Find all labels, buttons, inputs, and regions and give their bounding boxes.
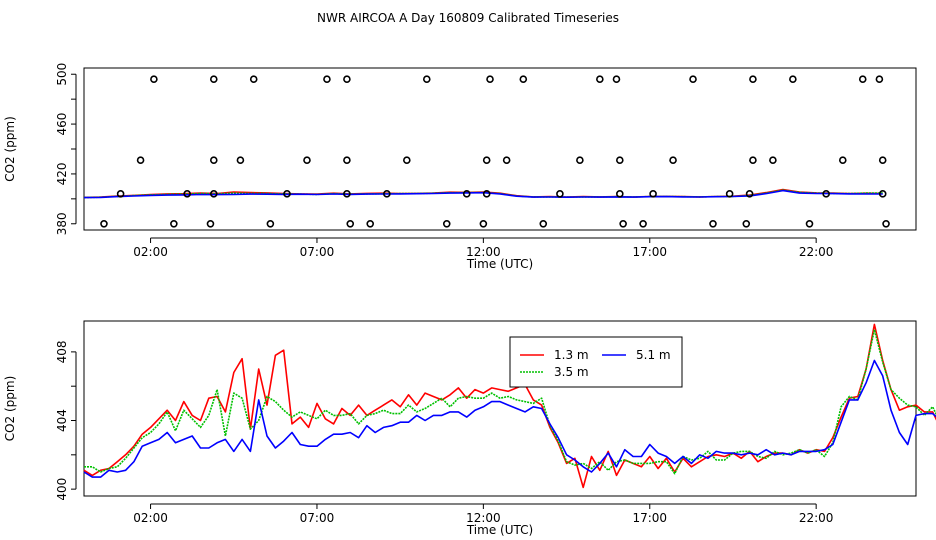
top-flag-point: [100, 219, 108, 228]
bottom-x-tick-label: 12:00: [466, 511, 501, 525]
bottom-x-tick-label: 22:00: [799, 511, 834, 525]
bottom-series-line-5-1-m: [83, 359, 936, 478]
top-flag-point: [343, 75, 351, 84]
bottom-x-tick-label: 17:00: [632, 511, 667, 525]
top-flag-point: [875, 75, 884, 84]
top-flag-point: [183, 190, 191, 198]
top-flag-point: [502, 156, 511, 165]
top-flag-point: [422, 75, 431, 84]
top-flag-point: [403, 156, 411, 165]
legend-label-3-5-m: 3.5 m: [554, 365, 589, 379]
bottom-x-tick-label: 02:00: [133, 511, 168, 525]
legend: 1.3 m 5.1 m 3.5 m: [509, 336, 683, 388]
top-x-tick-label: 07:00: [300, 245, 335, 259]
bottom-y-tick-label: 408: [55, 340, 69, 363]
top-flag-point: [539, 219, 548, 228]
top-y-tick-label: 460: [55, 113, 69, 136]
top-flag-point: [709, 219, 717, 228]
top-flag-point: [805, 219, 814, 228]
top-flag-point: [170, 219, 178, 228]
top-flag-point: [649, 190, 657, 198]
top-flag-point: [556, 190, 564, 198]
top-flag-point: [346, 219, 355, 228]
top-flag-point: [789, 75, 797, 84]
top-flag-point: [882, 219, 890, 228]
bottom-series-line-1-3-m: [83, 323, 936, 489]
top-flag-point: [838, 156, 847, 165]
top-y-tick-label: 500: [55, 63, 69, 86]
top-flag-point: [616, 156, 624, 165]
top-plot-frame: [83, 67, 917, 231]
top-flag-point: [116, 190, 125, 198]
top-flag-point: [822, 190, 830, 198]
bottom-y-tick-label: 400: [55, 478, 69, 501]
top-x-tick-label: 17:00: [632, 245, 667, 259]
top-flag-point: [725, 190, 734, 198]
chart-title: NWR AIRCOA A Day 160809 Calibrated Times…: [317, 11, 619, 25]
top-flag-point: [482, 156, 491, 165]
bottom-y-tick-label: 404: [55, 409, 69, 432]
top-x-axis-label: Time (UTC): [466, 257, 533, 271]
top-flag-point: [479, 219, 488, 228]
top-flag-point: [745, 190, 754, 198]
bottom-series-line-3-5-m: [84, 328, 936, 475]
top-flag-point: [283, 190, 291, 198]
top-flag-point: [669, 156, 677, 165]
top-flag-point: [878, 190, 887, 198]
top-y-tick-label: 420: [55, 162, 69, 185]
top-flag-point: [266, 219, 275, 228]
bottom-x-tick-label: 07:00: [300, 511, 335, 525]
bottom-panel: 02:00 07:00 12:00 17:00 22:00 Time (UTC) 400 40…: [3, 320, 936, 537]
top-flag-point: [619, 219, 627, 228]
top-flag-point: [486, 75, 494, 84]
top-flag-point: [206, 219, 215, 228]
top-flag-point: [616, 190, 624, 198]
top-flag-point: [742, 219, 751, 228]
top-flag-point: [519, 75, 528, 84]
top-flag-point: [689, 75, 697, 84]
top-flag-point: [209, 156, 218, 165]
top-x-tick-label: 12:00: [466, 245, 501, 259]
top-panel: 02:00 07:00 12:00 17:00 22:00 Time (UTC) 380 42…: [3, 63, 917, 271]
top-flag-point: [442, 219, 451, 228]
top-flag-point: [858, 75, 867, 84]
top-flag-point: [639, 219, 647, 228]
legend-label-5-1-m: 5.1 m: [636, 348, 671, 362]
top-flag-point: [482, 190, 491, 198]
top-flag-point: [236, 156, 245, 165]
top-x-tick-label: 22:00: [799, 245, 834, 259]
legend-box: [509, 336, 683, 388]
top-flag-point: [303, 156, 311, 165]
top-flag-point: [749, 156, 757, 165]
top-flag-point: [383, 190, 391, 198]
top-x-tick-label: 02:00: [133, 245, 168, 259]
top-flag-point: [209, 190, 218, 198]
top-y-axis-label: CO2 (ppm): [3, 116, 17, 182]
top-flag-point: [576, 156, 584, 165]
top-flag-point: [769, 156, 777, 165]
top-flag-point: [878, 156, 887, 165]
top-flag-point: [150, 75, 158, 84]
top-flag-point: [343, 156, 351, 165]
bottom-y-axis-label: CO2 (ppm): [3, 376, 17, 442]
top-y-tick-label: 380: [55, 212, 69, 235]
top-flag-point: [323, 75, 331, 84]
bottom-plot-frame: [83, 320, 917, 497]
top-flag-point: [366, 219, 375, 228]
top-flag-point: [596, 75, 604, 84]
legend-label-1-3-m: 1.3 m: [554, 348, 589, 362]
top-flag-point: [462, 190, 471, 198]
top-flag-point: [249, 75, 258, 84]
top-flag-point: [612, 75, 621, 84]
top-flag-point: [209, 75, 218, 84]
top-flag-point: [749, 75, 757, 84]
top-flag-point: [343, 190, 351, 198]
top-flag-point: [136, 156, 145, 165]
bottom-x-axis-label: Time (UTC): [466, 523, 533, 537]
